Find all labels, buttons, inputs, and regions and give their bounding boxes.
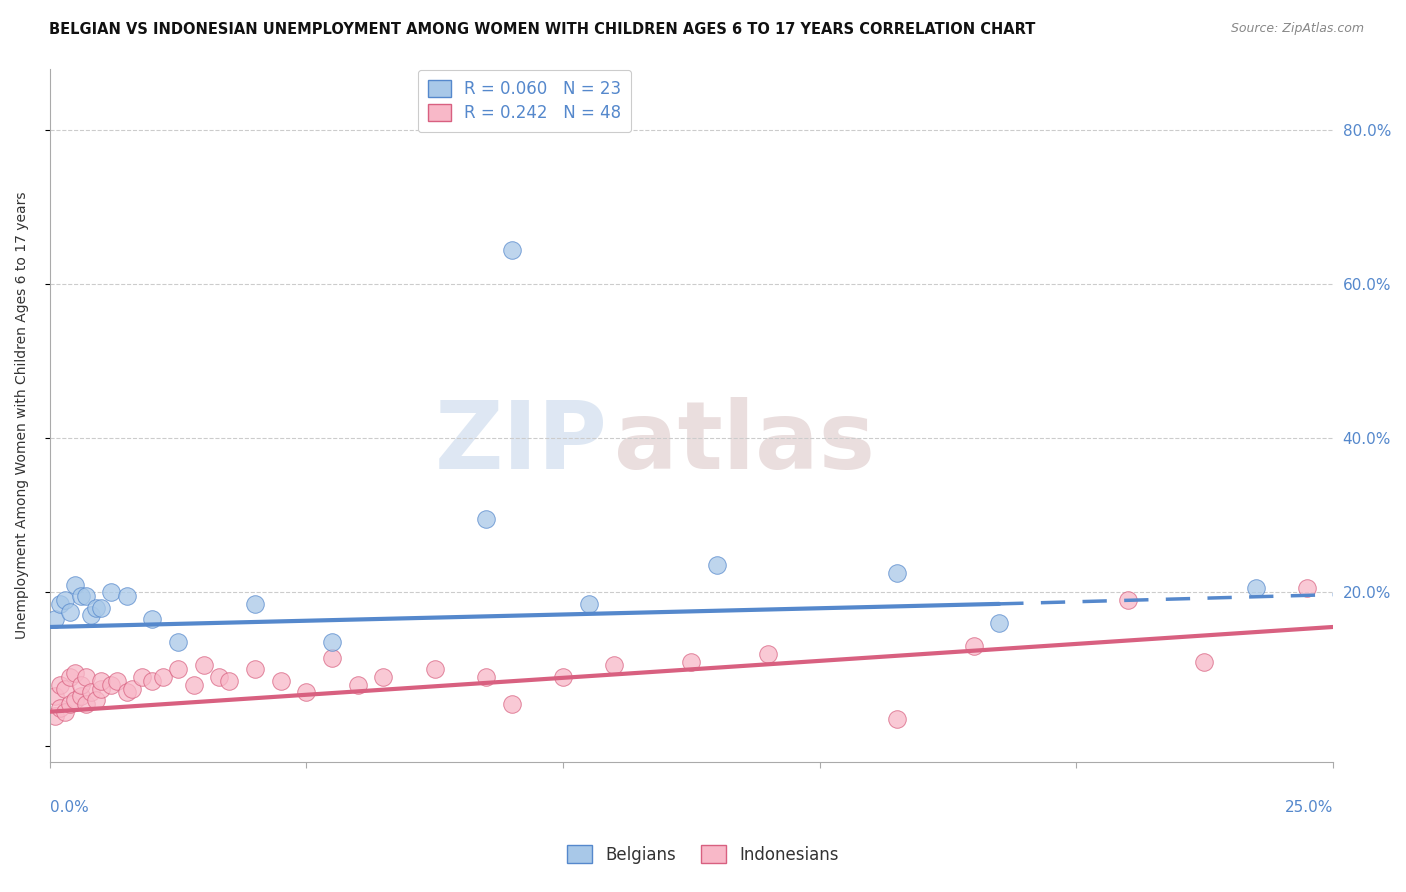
Legend: R = 0.060   N = 23, R = 0.242   N = 48: R = 0.060 N = 23, R = 0.242 N = 48 [418, 70, 631, 132]
Point [90, 673, 112, 688]
Point [69, 678, 91, 692]
Point [321, 650, 343, 665]
Point [84, 600, 107, 615]
Point [49, 597, 72, 611]
Point [1296, 582, 1319, 596]
Point [75, 670, 97, 684]
Point [53, 705, 76, 719]
Point [962, 639, 984, 653]
Point [1194, 655, 1216, 669]
Point [44, 612, 66, 626]
Point [578, 597, 600, 611]
Point [346, 678, 368, 692]
Point [49, 701, 72, 715]
Point [193, 658, 215, 673]
Point [475, 512, 498, 526]
Point [1244, 582, 1267, 596]
Legend: Belgians, Indonesians: Belgians, Indonesians [561, 838, 845, 871]
Point [69, 690, 91, 704]
Point [53, 593, 76, 607]
Point [53, 681, 76, 696]
Point [167, 662, 190, 676]
Point [131, 670, 153, 684]
Point [69, 589, 91, 603]
Point [59, 605, 82, 619]
Point [270, 673, 292, 688]
Point [501, 697, 523, 711]
Text: Source: ZipAtlas.com: Source: ZipAtlas.com [1230, 22, 1364, 36]
Point [475, 670, 498, 684]
Point [141, 612, 163, 626]
Point [681, 655, 703, 669]
Point [90, 681, 112, 696]
Point [243, 597, 266, 611]
Point [886, 566, 908, 580]
Point [80, 685, 103, 699]
Point [84, 693, 107, 707]
Point [423, 662, 446, 676]
Point [90, 600, 112, 615]
Point [501, 243, 523, 257]
Text: ZIP: ZIP [434, 397, 607, 489]
Point [75, 589, 97, 603]
Point [115, 589, 138, 603]
Point [756, 647, 779, 661]
Point [152, 670, 174, 684]
Point [75, 697, 97, 711]
Point [243, 662, 266, 676]
Point [141, 673, 163, 688]
Point [80, 608, 103, 623]
Point [603, 658, 626, 673]
Point [706, 558, 728, 573]
Point [65, 666, 87, 681]
Point [100, 585, 122, 599]
Text: BELGIAN VS INDONESIAN UNEMPLOYMENT AMONG WOMEN WITH CHILDREN AGES 6 TO 17 YEARS : BELGIAN VS INDONESIAN UNEMPLOYMENT AMONG… [49, 22, 1036, 37]
Point [551, 670, 574, 684]
Point [59, 697, 82, 711]
Point [100, 678, 122, 692]
Point [295, 685, 318, 699]
Point [115, 685, 138, 699]
Point [65, 577, 87, 591]
Point [49, 678, 72, 692]
Point [183, 678, 205, 692]
Point [886, 713, 908, 727]
Point [65, 693, 87, 707]
Point [167, 635, 190, 649]
Y-axis label: Unemployment Among Women with Children Ages 6 to 17 years: Unemployment Among Women with Children A… [15, 192, 30, 639]
Point [988, 616, 1011, 631]
Text: atlas: atlas [614, 397, 876, 489]
Point [1116, 593, 1139, 607]
Text: 25.0%: 25.0% [1285, 800, 1333, 815]
Point [59, 670, 82, 684]
Point [121, 681, 143, 696]
Point [44, 708, 66, 723]
Point [208, 670, 231, 684]
Point [44, 690, 66, 704]
Text: 0.0%: 0.0% [49, 800, 89, 815]
Point [321, 635, 343, 649]
Point [105, 673, 128, 688]
Point [218, 673, 240, 688]
Point [373, 670, 395, 684]
